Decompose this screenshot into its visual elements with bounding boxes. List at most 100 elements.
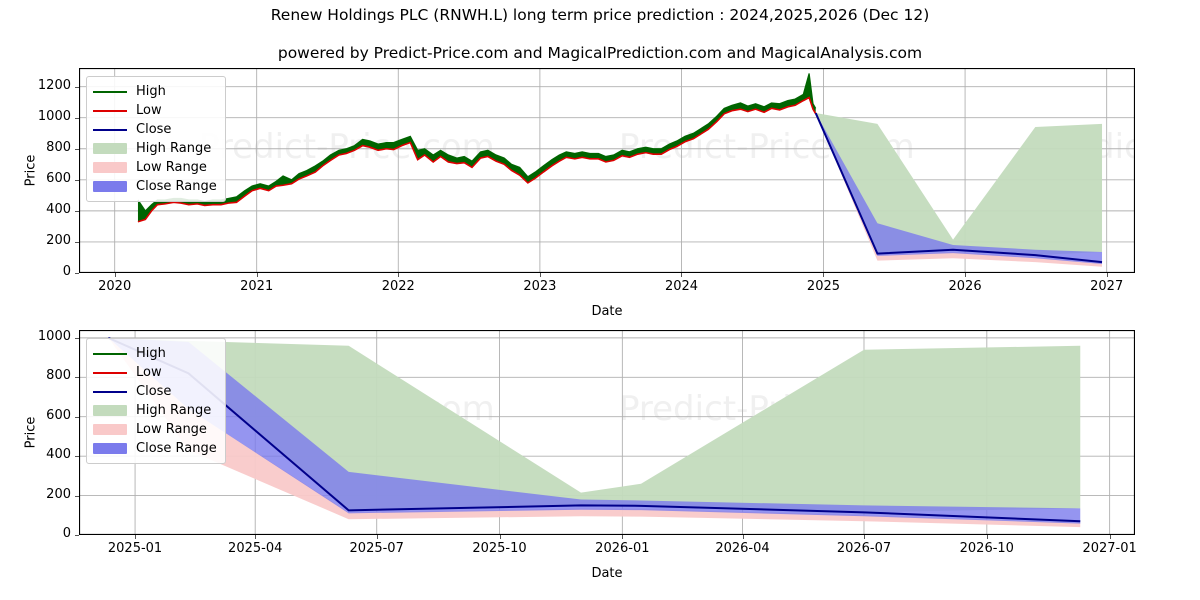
x-tick-label: 2026-07: [836, 541, 892, 556]
x-tick-mark: [863, 535, 865, 539]
top-chart-svg: Predict-Price.comPredict-Price.comPredic…: [79, 68, 1135, 273]
legend-line-swatch: [93, 90, 127, 93]
x-tick-mark: [823, 273, 825, 277]
legend-item-label: Low: [136, 103, 162, 118]
legend-patch-swatch: [93, 181, 127, 192]
y-tick-mark: [75, 416, 79, 418]
legend-item-label: High: [136, 84, 166, 99]
y-tick-mark: [75, 179, 79, 181]
legend-patch-swatch: [93, 405, 127, 416]
legend-line-swatch: [93, 128, 127, 131]
legend-item-low-range[interactable]: Low Range: [93, 420, 217, 439]
y-tick-label: 0: [62, 264, 71, 279]
x-tick-label: 2026-10: [959, 541, 1014, 556]
x-tick-mark: [965, 273, 967, 277]
x-tick-mark: [986, 535, 988, 539]
top-chart-legend: High Low Close High Range Low Range Close Ran…: [86, 76, 226, 202]
legend-item-low-range[interactable]: Low Range: [93, 158, 217, 177]
y-tick-label: 0: [62, 526, 71, 541]
y-tick-label: 1200: [37, 77, 71, 93]
x-tick-label: 2025: [806, 279, 841, 294]
legend-item-high-range[interactable]: High Range: [93, 139, 217, 158]
x-tick-label: 2027: [1090, 279, 1124, 294]
legend-item-low[interactable]: Low: [93, 363, 217, 382]
legend-item-close-range[interactable]: Close Range: [93, 439, 217, 458]
bottom-y-axis-label: Price: [23, 416, 39, 449]
legend-item-close-range[interactable]: Close Range: [93, 177, 217, 196]
legend-item-high-range[interactable]: High Range: [93, 401, 217, 420]
legend-item-label: High Range: [136, 403, 212, 418]
y-tick-mark: [75, 535, 79, 536]
y-tick-label: 200: [46, 486, 71, 502]
x-tick-label: 2026-01: [595, 541, 650, 556]
x-tick-label: 2023: [523, 279, 557, 294]
legend-line-swatch: [93, 371, 127, 374]
legend-item-label: Low Range: [136, 422, 207, 437]
legend-patch-swatch: [93, 443, 127, 454]
y-tick-mark: [75, 495, 79, 497]
y-tick-mark: [75, 273, 79, 274]
x-tick-mark: [742, 535, 744, 539]
legend-item-label: Close: [136, 122, 172, 137]
x-tick-mark: [1109, 535, 1111, 539]
x-tick-mark: [398, 273, 400, 277]
x-tick-label: 2020: [98, 279, 132, 294]
y-tick-label: 600: [46, 170, 71, 186]
top-chart-panel: Predict-Price.comPredict-Price.comPredic…: [79, 68, 1135, 273]
x-tick-mark: [135, 535, 137, 539]
high-range-band: [815, 113, 1103, 256]
x-tick-mark: [255, 535, 257, 539]
plot-frame: [79, 68, 1135, 273]
x-tick-mark: [622, 535, 624, 539]
x-tick-mark: [256, 273, 258, 277]
x-tick-label: 2025-04: [228, 541, 283, 556]
x-tick-label: 2021: [240, 279, 274, 294]
bottom-chart-legend: High Low Close High Range Low Range Close Ran…: [86, 338, 226, 464]
y-tick-mark: [75, 86, 79, 88]
y-tick-mark: [75, 117, 79, 119]
legend-item-high[interactable]: High: [93, 344, 217, 363]
close-series-line: [814, 112, 1103, 264]
y-tick-label: 800: [46, 139, 71, 155]
x-tick-label: 2027-01: [1082, 541, 1137, 556]
legend-item-label: Close: [136, 384, 172, 399]
y-tick-label: 1000: [37, 328, 71, 344]
legend-item-high[interactable]: High: [93, 82, 217, 101]
x-tick-mark: [681, 273, 683, 277]
x-tick-label: 2024: [664, 279, 699, 294]
y-tick-label: 400: [46, 201, 71, 217]
y-tick-label: 400: [46, 447, 71, 463]
top-y-axis-label: Price: [23, 154, 39, 187]
high-series-line: [137, 73, 817, 212]
low-series-line: [137, 96, 817, 223]
bottom-x-axis-label: Date: [591, 566, 623, 581]
plot-frame: [79, 330, 1135, 535]
x-tick-label: 2025-07: [349, 541, 404, 556]
x-tick-label: 2022: [381, 279, 415, 294]
legend-item-close[interactable]: Close: [93, 382, 217, 401]
high-range-band: [108, 337, 1081, 513]
legend-item-label: Low: [136, 365, 162, 380]
y-tick-label: 600: [46, 407, 71, 423]
legend-patch-swatch: [93, 143, 127, 154]
y-tick-mark: [75, 148, 79, 150]
close-range-band: [815, 113, 1103, 264]
legend-item-close[interactable]: Close: [93, 120, 217, 139]
x-tick-mark: [499, 535, 501, 539]
x-tick-label: 2026-04: [715, 541, 770, 556]
y-tick-label: 1000: [37, 108, 71, 124]
close-range-band: [108, 337, 1081, 524]
x-tick-label: 2025-01: [107, 541, 163, 556]
legend-item-label: Close Range: [136, 441, 217, 456]
legend-line-swatch: [93, 352, 127, 355]
page-subtitle: powered by Predict-Price.com and Magical…: [277, 44, 923, 62]
y-tick-mark: [75, 210, 79, 212]
y-tick-mark: [75, 241, 79, 243]
legend-item-label: Close Range: [136, 179, 217, 194]
legend-item-low[interactable]: Low: [93, 101, 217, 120]
legend-patch-swatch: [93, 424, 127, 435]
legend-patch-swatch: [93, 162, 127, 173]
